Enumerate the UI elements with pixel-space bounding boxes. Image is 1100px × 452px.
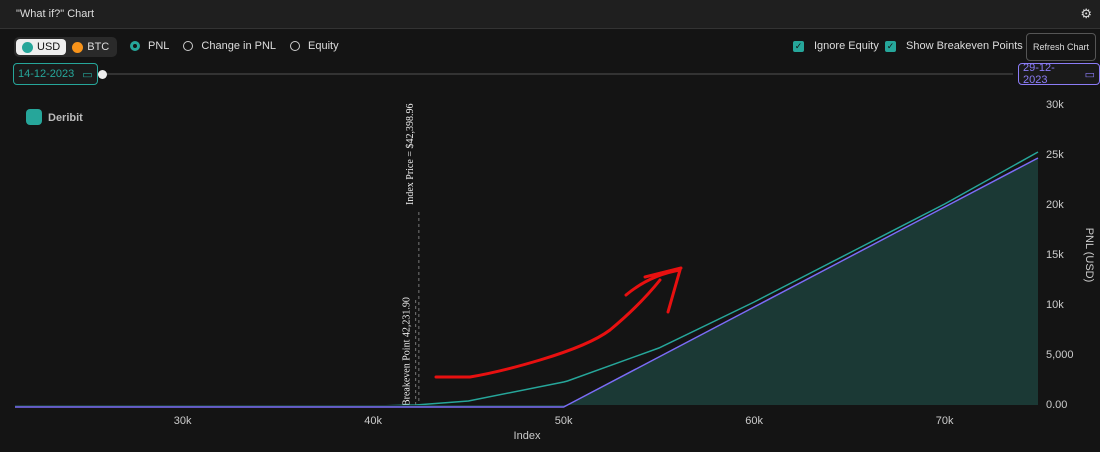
button-label: Refresh Chart xyxy=(1032,42,1090,52)
annotation-label: Breakeven Point 42,231.90 xyxy=(402,297,413,406)
y-tick-label: 20k xyxy=(1046,199,1064,211)
btc-button[interactable]: BTC xyxy=(66,39,115,55)
y-tick-label: 30k xyxy=(1046,99,1064,111)
radio-dot xyxy=(130,41,140,51)
radio-dot xyxy=(290,41,301,51)
y-tick-label: 10k xyxy=(1046,299,1064,311)
radio-label: Equity xyxy=(308,40,339,52)
radio[interactable]: Change in PNL xyxy=(183,40,276,52)
hand-drawn-arrow xyxy=(434,266,683,379)
x-tick-label: 60k xyxy=(745,415,763,427)
y-tick-label: 5,000 xyxy=(1046,349,1074,361)
y-tick-label: 15k xyxy=(1046,249,1064,261)
radio-label: PNL xyxy=(148,40,170,52)
header: "What if?" Chart ⚙ xyxy=(0,0,1100,29)
checkbox-label: Show Breakeven Points xyxy=(906,40,1023,52)
currency-toggle: USD BTC xyxy=(14,37,118,57)
start-date[interactable]: 14-12-2023 ▭ xyxy=(13,63,98,85)
date-slider[interactable] xyxy=(98,69,1013,79)
usd-label: USD xyxy=(37,41,61,53)
btc-label: BTC xyxy=(87,41,110,53)
mode-radios: PNL Change in PNL Equity xyxy=(130,40,353,52)
refresh-button[interactable]: Refresh Chart xyxy=(1026,33,1096,61)
series-line xyxy=(15,157,1039,408)
x-tick-label: 70k xyxy=(936,415,954,427)
date-text: 14-12-2023 xyxy=(18,68,75,80)
x-tick-label: 30k xyxy=(174,415,192,427)
radio-dot xyxy=(183,41,194,51)
y-tick-label: 25k xyxy=(1046,149,1064,161)
series-area xyxy=(15,158,1038,407)
radio[interactable]: Equity xyxy=(290,40,339,52)
radio[interactable]: PNL xyxy=(130,40,169,52)
settings-icon[interactable]: ⚙ xyxy=(1080,6,1092,21)
radio-label: Change in PNL xyxy=(201,40,277,52)
x-tick-label: 50k xyxy=(555,415,573,427)
checkbox-label: Ignore Equity xyxy=(814,40,879,52)
y-axis-label: PNL (USD) xyxy=(1083,228,1095,283)
y-tick-label: 0.00 xyxy=(1046,399,1067,411)
x-tick-label: 40k xyxy=(364,415,382,427)
series-line xyxy=(15,151,1039,407)
annotation-label: Index Price = $42,398.96 xyxy=(405,104,416,205)
title: "What if?" Chart xyxy=(16,8,95,20)
logo-icon xyxy=(26,109,42,125)
checkbox[interactable]: ✓ Ignore Equity xyxy=(793,40,879,52)
logo: Deribit xyxy=(48,112,83,124)
usd-button[interactable]: USD xyxy=(16,39,67,55)
x-axis-label: Index xyxy=(514,430,541,442)
checkbox[interactable]: ✓ Show Breakeven Points xyxy=(885,40,1023,52)
date-text: 29-12-2023 xyxy=(1023,62,1055,86)
end-date[interactable]: 29-12-2023 ▭ xyxy=(1018,62,1100,86)
